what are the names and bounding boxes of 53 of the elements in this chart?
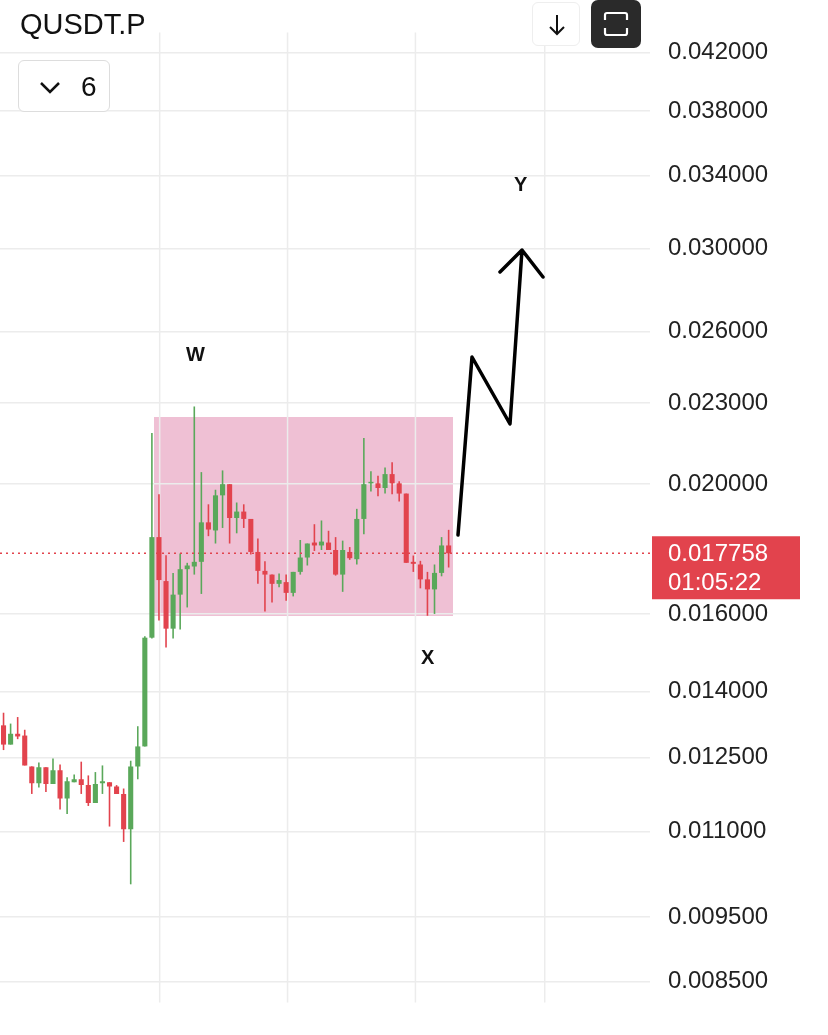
candlestick (241, 503, 247, 529)
y-tick-label: 0.011000 (668, 816, 767, 844)
candlestick (220, 469, 226, 529)
candlestick (269, 573, 275, 604)
candlestick (325, 529, 332, 551)
candlestick (431, 563, 438, 615)
y-tick-label: 0.034000 (668, 160, 769, 188)
candlestick (92, 771, 98, 804)
y-tick-label: 0.038000 (668, 95, 769, 123)
interval-button: 6 (18, 60, 110, 112)
annotation: 6 (81, 71, 97, 103)
y-tick-label: 0.014000 (668, 676, 769, 704)
annotation: X (421, 646, 435, 669)
candlestick (297, 539, 303, 576)
candlestick (0, 711, 7, 751)
candlestick (106, 781, 113, 828)
candlestick (375, 475, 381, 498)
candlestick (184, 562, 190, 609)
candlestick (205, 503, 211, 537)
candlestick (234, 501, 240, 535)
y-tick-label: 0.008500 (668, 966, 769, 994)
y-tick-label: 0.016000 (668, 598, 769, 626)
candlestick (290, 571, 296, 598)
candlestick (424, 571, 430, 617)
candlestick (43, 766, 49, 793)
candlestick (382, 466, 388, 495)
candlestick (396, 480, 402, 503)
candlestick (389, 461, 395, 495)
y-tick-label: 0.042000 (668, 37, 769, 65)
candlestick (283, 573, 289, 602)
annotation: Y (514, 173, 528, 196)
ref-line-label: 0.017758 (668, 538, 769, 566)
y-tick-label: 0.030000 (668, 233, 769, 261)
y-tick-label: 0.009500 (668, 901, 769, 929)
chart-title: QUSDT.P (20, 8, 146, 41)
text: 01:05:22 (668, 567, 762, 595)
candlestick (8, 722, 14, 746)
candlestick (191, 405, 197, 576)
y-tick-label: 0.012500 (668, 742, 769, 770)
candlestick (29, 765, 35, 795)
candlestick (36, 761, 42, 789)
candlestick (99, 764, 105, 795)
candlestick (262, 560, 268, 613)
annotation: W (186, 343, 205, 366)
candlestick (417, 560, 423, 590)
y-tick-label: 0.020000 (668, 468, 769, 496)
candlestick (50, 757, 56, 785)
candlestick (135, 725, 141, 781)
y-tick-label: 0.026000 (668, 316, 769, 344)
candlestick (85, 774, 91, 807)
candlestick (78, 760, 84, 795)
candlestick (64, 776, 70, 815)
y-tick-label: 0.023000 (668, 387, 769, 415)
